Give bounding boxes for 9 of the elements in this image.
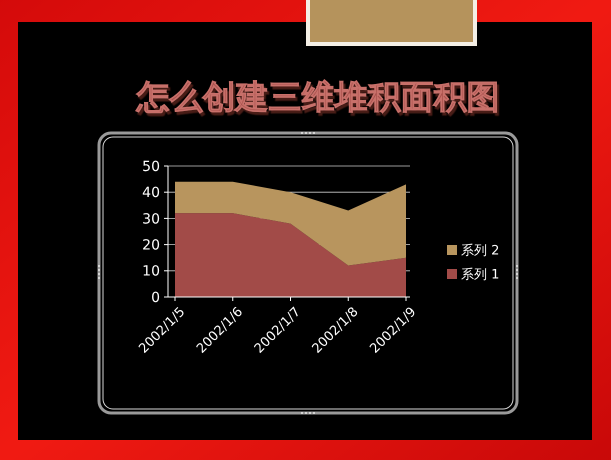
y-tick-label: 40 [142, 185, 160, 202]
y-tick-label: 0 [151, 290, 160, 306]
legend-label: 系列 1 [461, 268, 500, 283]
y-tick-label: 20 [142, 238, 160, 254]
y-tick-label: 50 [142, 158, 160, 175]
y-tick-label: 10 [142, 264, 160, 280]
chart-title: 怎么创建三维堆积面积图 [134, 79, 500, 116]
y-tick-label: 30 [142, 211, 160, 228]
legend-label: 系列 2 [461, 244, 500, 259]
